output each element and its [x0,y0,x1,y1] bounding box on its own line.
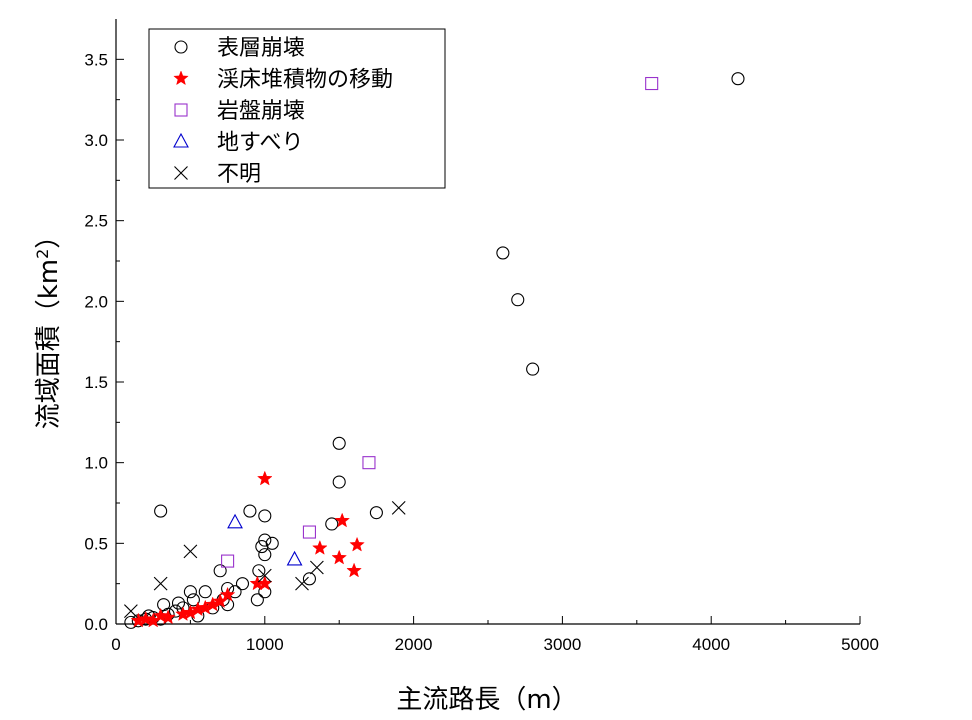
y-tick-label: 1.0 [84,454,108,473]
x-tick-label: 5000 [841,635,879,654]
y-tick-label: 0.0 [84,615,108,634]
x-tick-label: 4000 [692,635,730,654]
data-point-circle [186,593,200,607]
series-2 [130,470,365,628]
data-point-circle [325,517,339,531]
data-point-star [312,539,328,555]
data-point-circle [265,536,279,550]
y-tick-label: 3.5 [84,50,108,69]
y-tick-label: 1.5 [84,373,108,392]
legend-frame [148,28,446,189]
legend-label: 渓床堆積物の移動 [217,68,393,93]
data-point-star [346,562,362,578]
data-point-circle [183,585,197,599]
legend-label: 岩盤崩壊 [217,99,305,124]
data-point-circle [496,246,510,260]
y-axis-title-end: ） [34,223,64,249]
data-point-x [123,604,138,618]
legend-label: 地すべり [217,131,303,156]
data-point-circle [213,564,227,578]
y-axis-title: 流域面積（km2） [33,223,65,430]
data-point-circle [731,72,745,86]
data-point-circle [250,593,264,607]
series-3 [221,76,659,568]
data-point-x [391,500,406,515]
data-point-circle [198,585,212,599]
data-point-star [257,470,273,486]
data-point-square [221,554,235,568]
data-point-circle [258,509,272,523]
data-point-circle [154,504,168,518]
series-4 [227,513,303,566]
data-point-circle [235,577,250,591]
legend-marker-star [173,70,189,86]
data-point-square [302,525,316,539]
x-tick-label: 0 [111,635,120,654]
y-axis-title-main: 流域面積（km [34,259,64,429]
data-point-star [349,536,365,552]
y-tick-label: 3.0 [84,131,108,150]
legend-marker-circle [174,40,188,54]
x-tick-label: 2000 [395,635,433,654]
data-point-x [153,576,168,591]
data-point-circle [258,548,272,562]
x-tick-label: 1000 [246,635,284,654]
data-point-circle [302,572,316,586]
data-point-x [183,544,198,559]
data-point-circle [171,596,186,610]
data-point-circle [332,475,346,489]
data-point-triangle [227,513,243,529]
data-point-circle [243,504,257,518]
series-5 [123,500,406,618]
data-point-square [645,76,659,91]
legend-marker-square [174,103,188,117]
data-point-star [331,549,347,565]
data-point-x [295,576,309,591]
data-point-square [362,456,376,470]
data-point-circle [252,564,266,578]
data-point-star [334,512,350,528]
data-point-circle [511,293,525,307]
data-point-circle [332,436,346,450]
data-point-circle [258,533,272,547]
data-points [123,72,745,629]
data-point-star [160,609,176,625]
legend-marker-x [174,166,188,180]
data-point-circle [369,506,383,520]
data-point-triangle [286,550,303,566]
legend-label: 不明 [217,162,261,187]
y-tick-label: 0.5 [84,534,108,553]
x-axis-title: 主流路長（m） [396,685,577,715]
data-point-x [257,568,272,583]
data-point-star [219,586,236,602]
data-point-x [309,560,324,575]
y-axis-title-sup: 2 [33,249,52,259]
y-tick-label: 2.0 [84,292,108,311]
legend-marker-triangle [173,132,189,148]
axes: 0 1000 2000 3000 4000 5000 0.0 0.5 1.0 1.5 2.0 2.5 3… [84,19,879,654]
legend-label: 表層崩壊 [217,36,305,61]
data-point-circle [526,362,540,376]
x-tick-label: 3000 [543,635,581,654]
y-tick-label: 2.5 [84,212,108,231]
